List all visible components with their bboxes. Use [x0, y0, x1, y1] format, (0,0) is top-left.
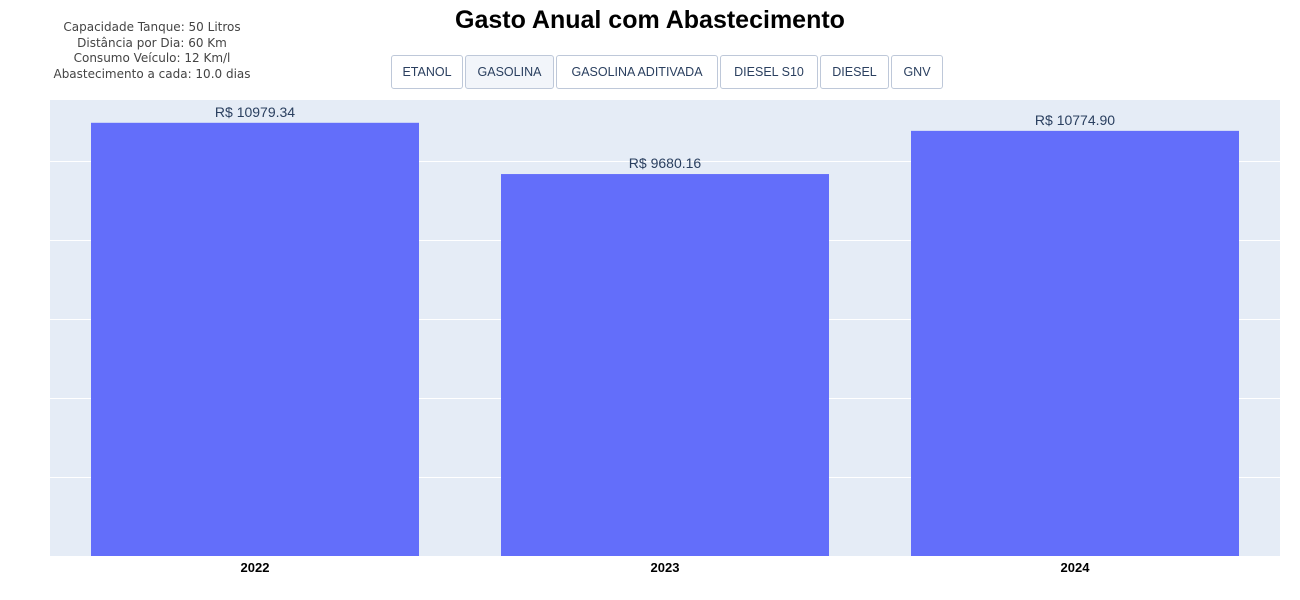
- x-tick-label-2022: 2022: [241, 560, 270, 575]
- bar-2023: [501, 174, 829, 556]
- daily-distance-text: Distância por Dia: 60 Km: [77, 35, 227, 50]
- diesel-s10-button[interactable]: DIESEL S10: [720, 55, 818, 89]
- bar-2024: [911, 130, 1239, 556]
- data-label-2023: R$ 9680.16: [629, 155, 702, 171]
- vehicle-info: Capacidade Tanque: 50 Litros Distância p…: [42, 20, 262, 82]
- fuel-type-buttons: ETANOL GASOLINA GASOLINA ADITIVADA DIESE…: [391, 55, 943, 89]
- gasolina-aditivada-button[interactable]: GASOLINA ADITIVADA: [556, 55, 718, 89]
- refuel-interval-text: Abastecimento a cada: 10.0 dias: [53, 66, 251, 81]
- chart-title: Gasto Anual com Abastecimento: [455, 6, 845, 34]
- data-label-2024: R$ 10774.90: [1035, 112, 1115, 128]
- diesel-button[interactable]: DIESEL: [820, 55, 889, 89]
- x-tick-label-2024: 2024: [1061, 560, 1091, 575]
- vehicle-consumption-text: Consumo Veículo: 12 Km/l: [73, 51, 231, 66]
- tank-capacity-text: Capacidade Tanque: 50 Litros: [63, 20, 241, 34]
- data-label-2022: R$ 10979.34: [215, 104, 295, 120]
- gnv-button[interactable]: GNV: [891, 55, 943, 89]
- etanol-button[interactable]: ETANOL: [391, 55, 463, 89]
- x-tick-label-2023: 2023: [651, 560, 680, 575]
- gasolina-button[interactable]: GASOLINA: [465, 55, 554, 89]
- bar-2022: [91, 122, 419, 556]
